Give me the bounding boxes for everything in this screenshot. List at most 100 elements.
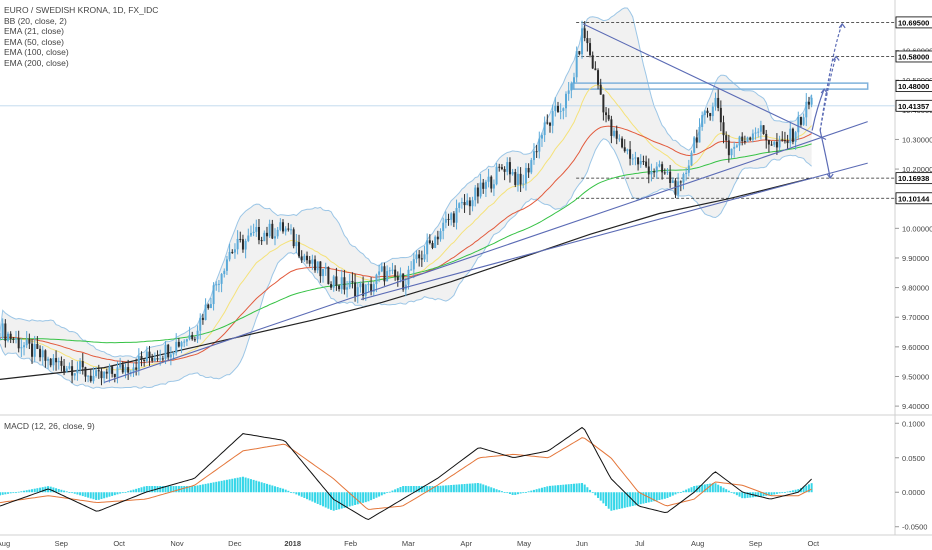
macd-histogram-bar xyxy=(351,492,354,506)
projection-arrow xyxy=(811,88,825,131)
macd-histogram-bar xyxy=(201,484,204,493)
macd-histogram-bar xyxy=(271,485,274,493)
candle-body xyxy=(217,283,220,285)
macd-histogram-bar xyxy=(767,492,770,496)
candle-body xyxy=(618,138,621,140)
price-tick-label: 10.20000 xyxy=(902,165,932,174)
macd-histogram-bar xyxy=(41,487,44,493)
macd-histogram-bar xyxy=(642,492,645,504)
candle-body xyxy=(111,366,114,374)
macd-histogram-bar xyxy=(498,490,501,493)
candle-body xyxy=(786,140,789,144)
macd-histogram-bar xyxy=(791,490,794,493)
candle-body xyxy=(52,358,55,366)
candle-body xyxy=(418,254,421,259)
macd-histogram-bar xyxy=(215,481,218,493)
candle-body xyxy=(164,344,167,359)
macd-panel xyxy=(0,426,813,521)
price-level-label: 10.48000 xyxy=(898,82,929,91)
macd-histogram-bar xyxy=(412,486,415,493)
macd-histogram-bar xyxy=(426,486,429,493)
macd-histogram-bar xyxy=(420,486,423,493)
macd-histogram-bar xyxy=(306,492,309,500)
macd-histogram-bar xyxy=(367,492,370,502)
candle-body xyxy=(783,140,786,142)
macd-tick-label: 0.0500 xyxy=(902,454,925,463)
arrow-head xyxy=(820,88,828,94)
macd-histogram-bar xyxy=(330,492,333,510)
candle-body xyxy=(613,130,616,136)
candle-body xyxy=(677,181,680,195)
macd-histogram-bar xyxy=(613,492,616,511)
macd-histogram-bar xyxy=(685,489,688,493)
candle-body xyxy=(311,259,314,264)
macd-histogram-bar xyxy=(484,485,487,493)
macd-histogram-bar xyxy=(468,483,471,493)
candle-body xyxy=(548,122,551,126)
candle-body xyxy=(300,256,303,261)
candle-body xyxy=(476,187,479,197)
macd-histogram-bar xyxy=(383,492,386,495)
macd-histogram-bar xyxy=(682,490,685,493)
candle-body xyxy=(47,358,50,361)
macd-histogram-bar xyxy=(386,492,389,494)
candle-body xyxy=(466,200,469,206)
candle-body xyxy=(679,181,682,183)
macd-histogram-bar xyxy=(530,490,533,493)
candle-body xyxy=(701,115,704,128)
macd-histogram-bar xyxy=(495,489,498,493)
candle-body xyxy=(735,145,738,147)
candle-body xyxy=(682,174,685,183)
macd-histogram-bar xyxy=(225,479,228,493)
price-level-label: 10.69500 xyxy=(898,18,929,27)
candle-body xyxy=(717,97,720,108)
candle-body xyxy=(116,367,119,377)
candle-body xyxy=(372,284,375,292)
candle-body xyxy=(621,138,624,148)
candle-body xyxy=(463,202,466,206)
macd-histogram-bar xyxy=(762,492,765,497)
candle-body xyxy=(759,125,762,132)
macd-histogram-bar xyxy=(455,484,458,493)
macd-histogram-bar xyxy=(586,487,589,493)
candle-body xyxy=(316,261,319,271)
macd-histogram-bar xyxy=(506,492,509,494)
candle-body xyxy=(265,232,268,237)
macd-histogram-bar xyxy=(674,492,677,495)
macd-histogram-bar xyxy=(159,486,162,493)
candle-body xyxy=(273,236,276,239)
macd-histogram-bar xyxy=(581,483,584,493)
macd-tick-label: 0.0000 xyxy=(902,488,925,497)
candle-body xyxy=(380,266,383,272)
candle-body xyxy=(669,171,672,183)
candle-body xyxy=(346,287,349,290)
candle-body xyxy=(436,236,439,240)
candle-body xyxy=(282,222,285,232)
macd-histogram-bar xyxy=(36,488,39,493)
macd-histogram-bar xyxy=(316,492,319,504)
candle-body xyxy=(9,333,12,339)
candle-body xyxy=(693,137,696,153)
candle-body xyxy=(746,137,749,143)
candle-body xyxy=(711,106,714,117)
macd-histogram-bar xyxy=(591,492,594,494)
macd-histogram-bar xyxy=(311,492,314,502)
macd-histogram-bar xyxy=(212,482,215,493)
macd-histogram-bar xyxy=(185,486,188,493)
candle-body xyxy=(57,360,60,363)
candle-body xyxy=(733,146,736,149)
macd-histogram-bar xyxy=(605,492,608,507)
bb-upper-line xyxy=(0,7,813,359)
candle-body xyxy=(460,202,463,204)
macd-tick-label: -0.0500 xyxy=(902,523,927,532)
candle-body xyxy=(233,249,236,253)
macd-histogram-bar xyxy=(228,479,231,493)
candle-body xyxy=(623,147,626,152)
candle-body xyxy=(626,149,629,152)
candle-body xyxy=(276,229,279,237)
macd-histogram-bar xyxy=(55,488,58,493)
macd-histogram-bar xyxy=(701,484,704,493)
macd-histogram-bar xyxy=(169,486,172,493)
candle-body xyxy=(602,94,605,113)
